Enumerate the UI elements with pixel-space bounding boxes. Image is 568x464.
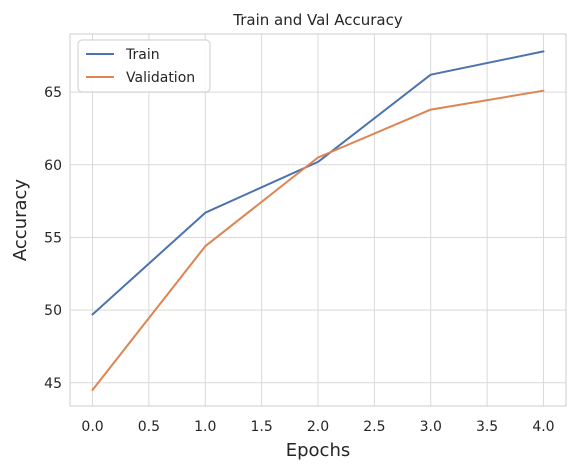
y-tick-label: 60 bbox=[44, 158, 62, 174]
plot-frame bbox=[69, 33, 567, 407]
series-lines bbox=[91, 50, 545, 391]
x-tick-label: 1.5 bbox=[251, 419, 273, 435]
x-tick-label: 2.5 bbox=[363, 419, 385, 435]
x-tick-label: 1.0 bbox=[194, 419, 216, 435]
x-axis-label: Epochs bbox=[286, 440, 351, 461]
y-tick-label: 50 bbox=[44, 303, 62, 319]
x-tick-label: 3.5 bbox=[476, 419, 498, 435]
tick-labels: 0.0 0.5 1.0 1.5 2.0 2.5 3.0 3.5 4.0 45 50 55 60 65 bbox=[44, 85, 554, 435]
y-axis-label: Accuracy bbox=[10, 179, 31, 262]
x-tick-label: 4.0 bbox=[532, 419, 554, 435]
x-tick-label: 0.5 bbox=[138, 419, 160, 435]
series-line-train bbox=[91, 50, 545, 316]
chart-title: Train and Val Accuracy bbox=[232, 11, 403, 29]
legend-label-train: Train bbox=[125, 47, 160, 63]
y-tick-label: 55 bbox=[44, 230, 62, 246]
x-tick-label: 0.0 bbox=[81, 419, 103, 435]
grid bbox=[70, 34, 566, 406]
x-tick-label: 2.0 bbox=[307, 419, 329, 435]
legend: Train Validation bbox=[77, 39, 211, 93]
legend-label-validation: Validation bbox=[126, 70, 195, 86]
y-tick-label: 65 bbox=[44, 85, 62, 101]
y-tick-label: 45 bbox=[44, 376, 62, 392]
x-tick-label: 3.0 bbox=[420, 419, 442, 435]
series-line-validation bbox=[91, 89, 545, 391]
